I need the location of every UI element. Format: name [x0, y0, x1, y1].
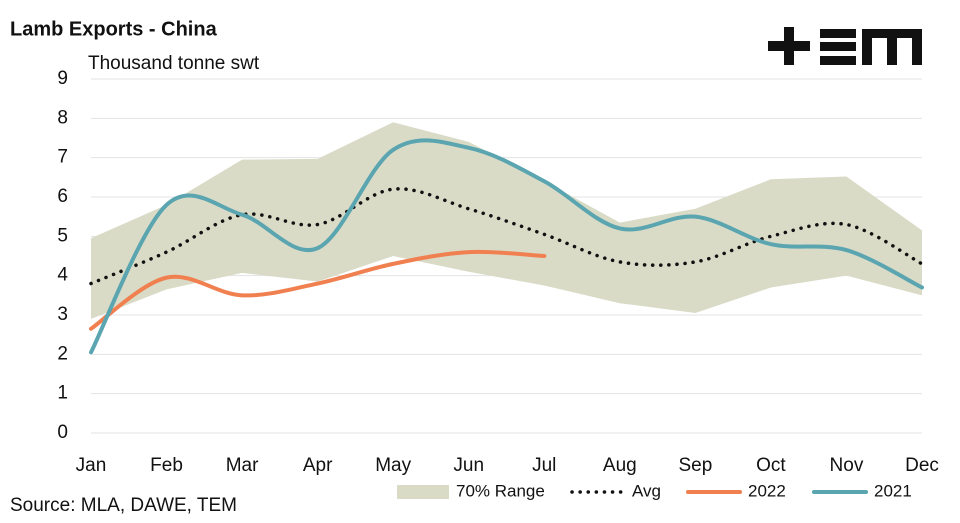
- legend-label: Avg: [632, 481, 661, 500]
- chart-title: Lamb Exports - China: [10, 18, 218, 40]
- logo: [768, 27, 922, 65]
- y-tick-label: 5: [57, 225, 68, 246]
- series-line: [89, 187, 924, 286]
- x-tick-label: Dec: [905, 455, 939, 476]
- legend-swatch: [397, 485, 449, 499]
- x-tick-label: Oct: [756, 455, 786, 476]
- y-tick-label: 4: [57, 265, 68, 286]
- x-tick-label: Aug: [603, 455, 637, 476]
- x-tick-label: Mar: [226, 455, 259, 476]
- legend-label: 70% Range: [456, 481, 545, 500]
- y-tick-label: 7: [57, 147, 68, 168]
- x-tick-label: Apr: [303, 455, 333, 476]
- x-tick-label: Jun: [453, 455, 484, 476]
- series-line: [89, 249, 547, 331]
- y-tick-label: 6: [57, 186, 68, 207]
- y-tick-label: 2: [57, 343, 68, 364]
- x-tick-label: Sep: [678, 455, 712, 476]
- y-axis-label: Thousand tonne swt: [88, 53, 260, 74]
- y-tick-label: 3: [57, 304, 68, 325]
- y-tick-label: 1: [57, 383, 68, 404]
- series-line: [89, 138, 924, 355]
- x-tick-label: May: [375, 455, 411, 476]
- x-tick-label: Feb: [150, 455, 183, 476]
- legend-label: 2022: [748, 481, 786, 500]
- y-tick-label: 8: [57, 107, 68, 128]
- legend-label: 2021: [874, 481, 912, 500]
- y-tick-label: 9: [57, 68, 68, 89]
- source: Source: MLA, DAWE, TEM: [10, 495, 237, 516]
- y-tick-label: 0: [57, 422, 68, 443]
- x-tick-label: Nov: [830, 455, 864, 476]
- x-tick-label: Jan: [76, 455, 107, 476]
- x-tick-label: Jul: [532, 455, 556, 476]
